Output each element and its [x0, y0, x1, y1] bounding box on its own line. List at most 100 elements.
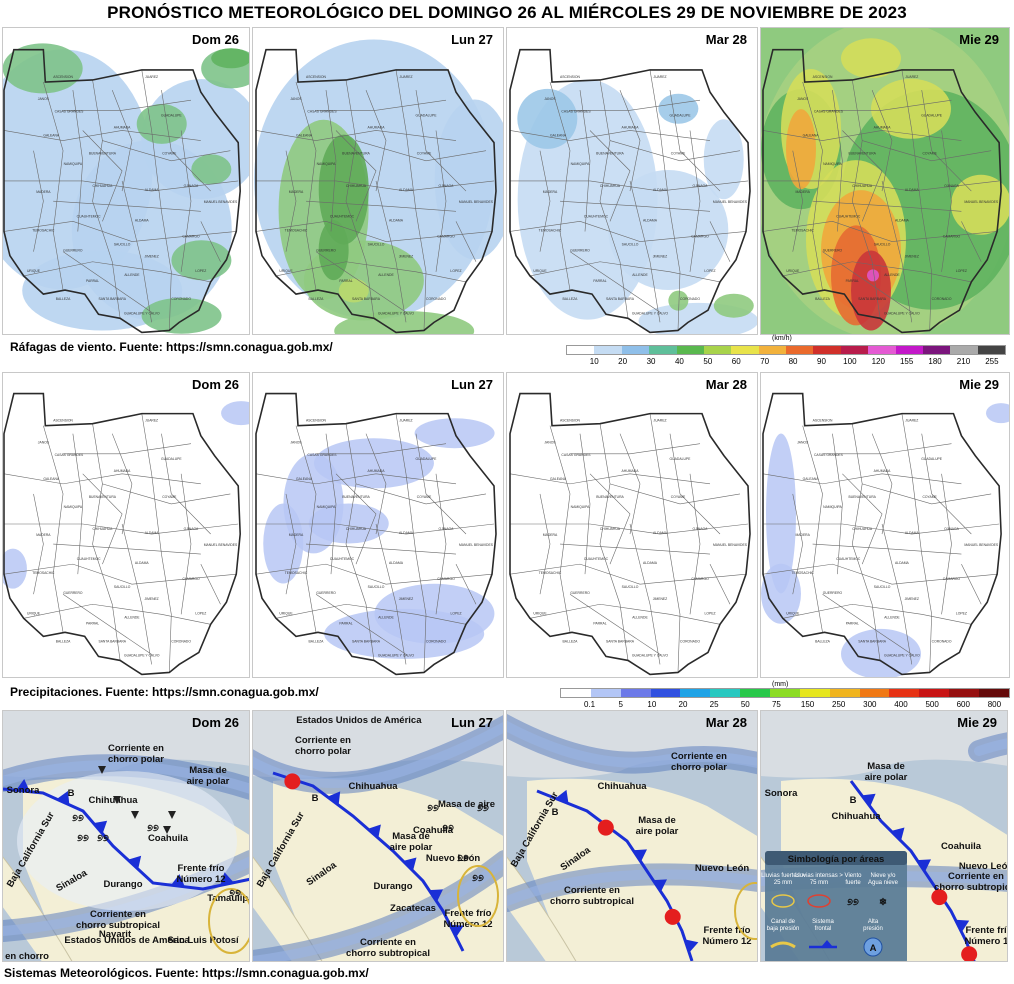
state-label: Chihuahua — [88, 795, 138, 806]
precip-caption: Precipitaciones. Fuente: https://smn.con… — [10, 685, 319, 699]
municipal-border — [3, 473, 201, 485]
municipality-label: JUAREZ — [905, 419, 918, 423]
symbology-item: Lluvias intensas >75 mm — [795, 873, 843, 886]
state-label: Chihuahua — [348, 781, 398, 792]
municipality-label: COYAME — [417, 495, 432, 499]
municipality-label: GUERRERO — [823, 249, 843, 253]
wind-field — [608, 169, 729, 290]
municipality-label: GALEANA — [550, 477, 567, 481]
wind-field — [318, 220, 349, 281]
cold-front-triangle — [684, 939, 699, 953]
municipality-label: BUENAVENTURA — [342, 152, 370, 156]
municipality-label: AHUMADA — [368, 469, 386, 473]
municipal-border — [709, 563, 731, 605]
precip-field — [263, 503, 304, 584]
municipal-border — [316, 443, 447, 455]
municipality-label: JUAREZ — [653, 75, 666, 79]
municipal-border — [316, 99, 447, 111]
wind-day-label: Lun 27 — [451, 32, 493, 47]
municipality-label: CHIHUAHUA — [346, 184, 367, 188]
municipality-label: MANUEL BENAVIDES — [713, 200, 748, 204]
wind-symbol: ୭୭ — [847, 897, 859, 908]
wind-day-label: Mar 28 — [705, 32, 747, 47]
municipality-label: SANTA BARBARA — [99, 639, 127, 643]
municipality-label: JUAREZ — [399, 419, 412, 423]
municipality-label: CASAS GRANDES — [307, 453, 337, 457]
legend-swatch — [919, 689, 950, 697]
municipality-label: NAMIQUIPA — [64, 162, 83, 166]
state-label: Nayarit — [99, 929, 132, 940]
municipality-label: BALLEZA — [56, 297, 71, 301]
municipal-border — [802, 81, 823, 291]
municipality-label: SANTA BARBARA — [352, 297, 381, 301]
municipality-label: GUADALUPE — [416, 457, 438, 461]
municipal-border — [355, 140, 487, 162]
municipality-label: BALLEZA — [815, 639, 830, 643]
wind-legend-ticks: 10 20 30 40 50 60 70 80 90 100 120 155 180 210 255 — [580, 357, 1006, 366]
municipal-border — [395, 413, 427, 673]
heavy-rain-symbol — [771, 894, 795, 908]
warm-front-semicircle — [597, 819, 614, 836]
precip-field — [3, 548, 27, 589]
cold-front-triangle — [861, 793, 876, 807]
state-label: Nuevo León — [426, 853, 481, 864]
municipality-label: TEMOSACHIC — [539, 571, 562, 575]
municipal-border — [82, 130, 123, 222]
municipal-border — [822, 593, 912, 655]
municipality-label: PARRAL — [339, 279, 352, 283]
intense-rain-symbol — [807, 894, 831, 908]
municipality-label: MADERA — [36, 190, 51, 194]
us-label: Estados Unidos de América — [64, 935, 190, 946]
warm-front-semicircle — [961, 946, 978, 961]
municipality-label: CHIHUAHUA — [346, 527, 367, 531]
municipality-label: ALDAMA — [905, 188, 920, 192]
legend-tick: 120 — [871, 357, 885, 366]
municipality-label: JIMENEZ — [399, 597, 413, 601]
front-label: Frente frío Número 12 — [443, 908, 492, 930]
municipal-border — [455, 563, 477, 605]
cold-front-triangle — [555, 789, 569, 804]
legend-tick: 20 — [618, 357, 628, 366]
wind-field — [841, 38, 901, 79]
legend-tick: 50 — [740, 700, 750, 709]
municipality-label: ALLENDE — [884, 273, 900, 277]
municipality-label: PARRAL — [593, 279, 606, 283]
municipal-border — [510, 523, 749, 535]
municipality-label: GUERRERO — [63, 591, 83, 595]
municipality-label: URIQUE — [279, 269, 293, 273]
municipality-label: CASAS GRANDES — [55, 453, 84, 457]
polar-jet-label: Corriente en chorro polar — [108, 743, 164, 765]
municipal-border — [881, 523, 913, 665]
municipal-border — [33, 493, 44, 595]
municipal-border — [365, 433, 387, 535]
municipal-border — [822, 443, 952, 455]
municipality-label: JANOS — [544, 97, 556, 101]
front-label: Frente frío Número 12 — [176, 863, 225, 885]
legend-swatch — [740, 689, 771, 697]
municipality-label: LOPEZ — [450, 269, 461, 273]
municipality-label: MADERA — [543, 533, 558, 537]
cold-front — [272, 771, 465, 952]
state-label: Sonora — [765, 788, 798, 799]
municipal-border — [200, 563, 221, 605]
municipal-border — [415, 433, 467, 535]
legend-tick: 210 — [956, 357, 971, 366]
precip-legend — [560, 688, 1010, 698]
warm-front-semicircle — [931, 889, 948, 906]
municipality-label: SAUCILLO — [368, 243, 385, 247]
municipality-label: JIMENEZ — [653, 255, 668, 259]
wind-field — [338, 278, 369, 303]
legend-swatch — [922, 346, 951, 354]
low-pressure-B: B — [68, 788, 75, 799]
cold-front-triangle — [955, 919, 970, 933]
municipality-label: NAMIQUIPA — [571, 162, 590, 166]
polar-jet-label: Corriente en chorro polar — [295, 735, 351, 757]
municipality-label: CAMARGO — [943, 234, 961, 238]
municipal-border — [375, 180, 407, 323]
municipality-label: TEMOSACHIC — [285, 228, 308, 232]
municipal-border — [579, 433, 591, 575]
municipal-border — [871, 433, 893, 535]
air-mass-label: Masa de aire polar — [187, 765, 230, 787]
municipality-label: JIMENEZ — [905, 597, 919, 601]
municipality-label: COYAME — [162, 495, 177, 499]
